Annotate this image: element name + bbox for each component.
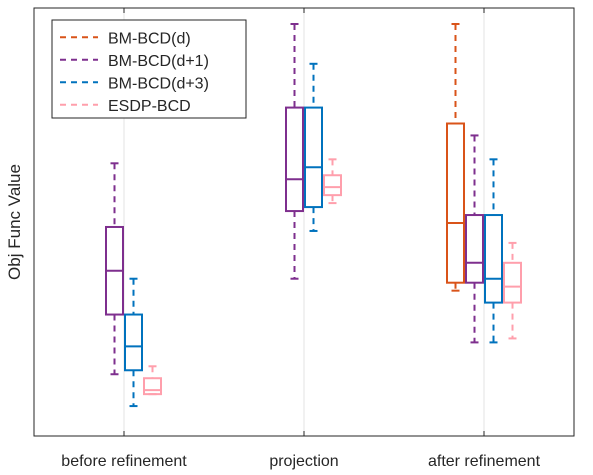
box-3-series-2 bbox=[465, 134, 484, 344]
box-iqr bbox=[465, 214, 484, 284]
box-3-series-3 bbox=[484, 158, 503, 344]
box-iqr bbox=[304, 106, 323, 209]
box-1-series-3 bbox=[124, 277, 143, 408]
box-2-series-2 bbox=[285, 23, 304, 280]
box-iqr bbox=[503, 261, 522, 304]
box-iqr bbox=[484, 214, 503, 304]
x-tick-label: after refinement bbox=[428, 453, 541, 470]
box-1-series-2 bbox=[105, 162, 124, 376]
x-tick-label: before refinement bbox=[61, 453, 187, 470]
box-iqr bbox=[285, 106, 304, 213]
legend-label: BM-BCD(d+3) bbox=[108, 75, 209, 92]
box-iqr bbox=[446, 122, 465, 284]
box-1-series-4 bbox=[143, 365, 162, 396]
legend: BM-BCD(d) BM-BCD(d+1) BM-BCD(d+3) ESDP-BCD bbox=[51, 19, 247, 119]
box-3-series-4 bbox=[503, 241, 522, 340]
legend-label: BM-BCD(d+1) bbox=[108, 53, 209, 70]
x-axis-ticks: before refinement projection after refinem… bbox=[61, 8, 541, 470]
box-series bbox=[105, 23, 522, 408]
box-3-series-1 bbox=[446, 23, 465, 292]
x-tick-label: projection bbox=[269, 453, 338, 470]
box-iqr bbox=[124, 313, 143, 372]
legend-label: BM-BCD(d) bbox=[108, 30, 191, 47]
legend-label: ESDP-BCD bbox=[108, 98, 191, 115]
box-2-series-3 bbox=[304, 62, 323, 232]
box-2-series-4 bbox=[323, 158, 342, 205]
y-axis-label: Obj Func Value bbox=[5, 164, 24, 280]
box-iqr bbox=[323, 174, 342, 197]
box-iqr bbox=[143, 377, 162, 396]
